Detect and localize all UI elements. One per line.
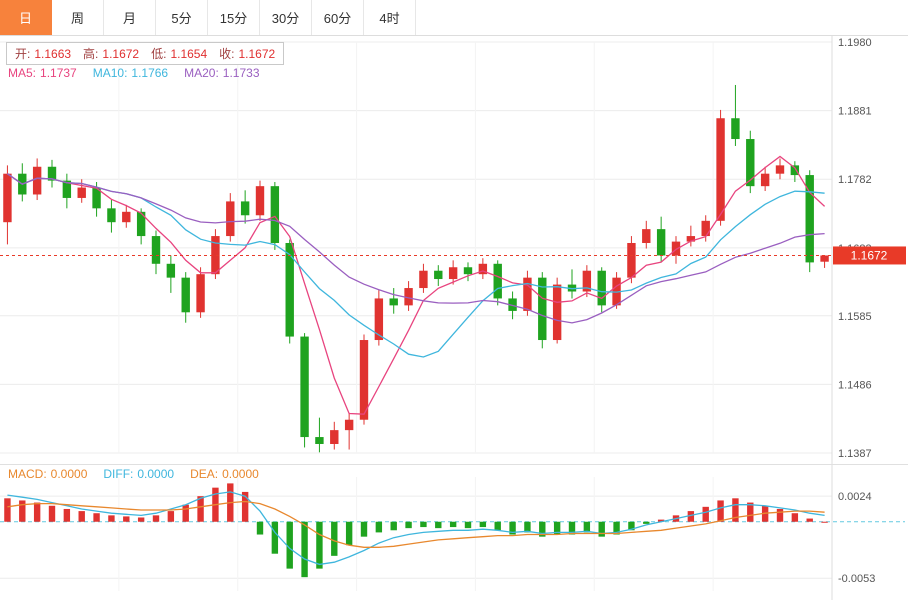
- close-readout: 收: 1.1672: [219, 46, 276, 62]
- diff-value-readout: DIFF: 0.0000: [103, 467, 175, 481]
- high-readout: 高: 1.1672: [83, 46, 140, 62]
- macd-grid: 0.0024 -0.0053: [0, 465, 905, 600]
- tab-60min[interactable]: 60分: [312, 0, 364, 35]
- ohlc-readout: 开: 1.1663 高: 1.1672 低: 1.1654 收: 1.1672: [6, 42, 285, 65]
- macd-panel: 0.0024 -0.0053 MACD: 0.0000 DIFF: 0.0000 DE…: [0, 464, 908, 600]
- ma5-readout: MA5: 1.1737: [8, 66, 77, 80]
- tab-30min[interactable]: 30分: [260, 0, 312, 35]
- tab-month[interactable]: 月: [104, 0, 156, 35]
- low-readout: 低: 1.1654: [151, 46, 208, 62]
- ma5-line: [7, 155, 826, 415]
- main-chart-panel: 1.19801.18811.17821.16831.15851.14861.13…: [0, 36, 908, 464]
- price-grid: 1.19801.18811.17821.16831.15851.14861.13…: [0, 36, 872, 464]
- ma10-readout: MA10: 1.1766: [92, 66, 169, 80]
- svg-text:0.0024: 0.0024: [838, 491, 872, 503]
- svg-text:1.1980: 1.1980: [838, 37, 872, 49]
- macd-readout: MACD: 0.0000 DIFF: 0.0000 DEA: 0.0000: [8, 467, 259, 481]
- last-price-tag: 1.1672: [833, 246, 906, 265]
- tab-15min[interactable]: 15分: [208, 0, 260, 35]
- ma20-line: [7, 173, 825, 324]
- dea-value-readout: DEA: 0.0000: [190, 467, 259, 481]
- svg-text:1.1672: 1.1672: [851, 248, 888, 262]
- svg-text:1.1881: 1.1881: [838, 106, 872, 118]
- ma20-readout: MA20: 1.1733: [184, 66, 260, 80]
- svg-text:-0.0053: -0.0053: [838, 573, 875, 585]
- tab-day[interactable]: 日: [0, 0, 52, 35]
- svg-text:1.1486: 1.1486: [838, 379, 872, 391]
- tab-4hour[interactable]: 4时: [364, 0, 416, 35]
- tab-5min[interactable]: 5分: [156, 0, 208, 35]
- dea-line: [7, 500, 825, 548]
- svg-text:1.1585: 1.1585: [838, 311, 872, 323]
- macd-value-readout: MACD: 0.0000: [8, 467, 88, 481]
- svg-text:1.1782: 1.1782: [838, 174, 872, 186]
- macd-chart-canvas[interactable]: 0.0024 -0.0053: [0, 465, 908, 600]
- open-readout: 开: 1.1663: [15, 46, 72, 62]
- diff-line: [7, 491, 825, 566]
- macd-histogram: [4, 483, 828, 578]
- interval-tab-bar: 日 周 月 5分 15分 30分 60分 4时: [0, 0, 908, 36]
- tab-week[interactable]: 周: [52, 0, 104, 35]
- candles: [3, 84, 829, 453]
- ma-readout: MA5: 1.1737 MA10: 1.1766 MA20: 1.1733: [8, 66, 260, 80]
- ma10-line: [7, 173, 825, 358]
- main-chart-canvas[interactable]: 1.19801.18811.17821.16831.15851.14861.13…: [0, 36, 908, 464]
- svg-text:1.1387: 1.1387: [838, 448, 872, 460]
